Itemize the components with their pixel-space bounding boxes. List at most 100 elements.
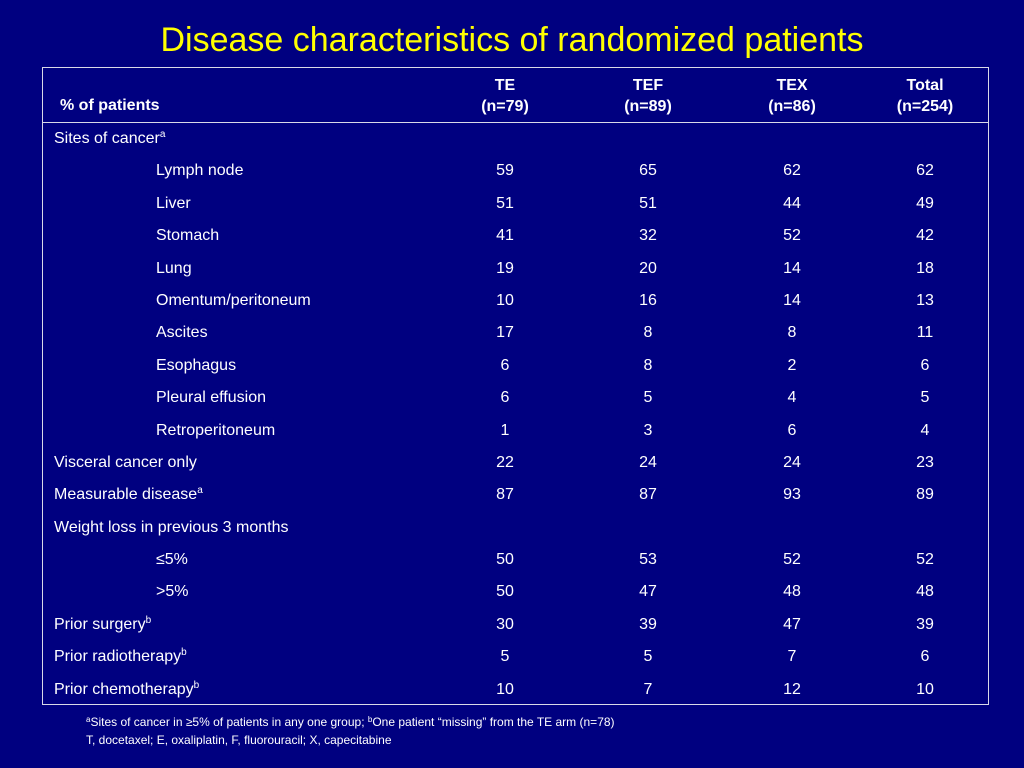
- table-cell: 8: [643, 356, 653, 374]
- table-cell: 10: [496, 680, 514, 698]
- row-label-text: Retroperitoneum: [156, 421, 276, 439]
- table-row: Sites of cancera: [43, 123, 988, 155]
- row-label: Liver: [156, 195, 191, 213]
- header-col-n: (n=254): [896, 98, 954, 115]
- table-row: Ascites 17 8 8 11: [43, 317, 988, 349]
- header-col-n: (n=89): [624, 98, 672, 115]
- table-cell: 6: [920, 356, 930, 374]
- row-label: Lymph node: [156, 162, 243, 180]
- row-label: Visceral cancer only: [54, 454, 197, 472]
- table-cell: 8: [643, 324, 653, 342]
- table-cell: 47: [639, 583, 657, 601]
- footnotes: aSites of cancer in ≥5% of patients in a…: [86, 713, 615, 749]
- table-row: Omentum/peritoneum 10 16 14 13: [43, 285, 988, 317]
- table-cell: 62: [783, 162, 801, 180]
- row-label: Esophagus: [156, 357, 236, 375]
- table-row: Lymph node 59 65 62 62: [43, 155, 988, 187]
- row-label: Prior surgeryb: [54, 615, 151, 634]
- row-label-text: Liver: [156, 194, 191, 212]
- header-col-total: Total (n=254): [865, 75, 985, 117]
- table-row: Prior chemotherapyb 10 7 12 10: [43, 674, 988, 706]
- table-cell: 44: [783, 194, 801, 212]
- header-col-name: TEX: [776, 77, 808, 94]
- table-cell: 41: [496, 227, 514, 245]
- table-cell: 93: [783, 486, 801, 504]
- table-cell: 5: [500, 648, 510, 666]
- table-cell: 5: [643, 389, 653, 407]
- footnote-marker: a: [159, 129, 166, 140]
- header-col-te: TE (n=79): [445, 75, 565, 117]
- table-row: Pleural effusion 6 5 4 5: [43, 382, 988, 414]
- data-table: % of patients TE (n=79) TEF (n=89) TEX (…: [42, 67, 989, 705]
- table-cell: 7: [787, 648, 797, 666]
- table-cell: 14: [783, 259, 801, 277]
- table-cell: 1: [500, 421, 510, 439]
- table-cell: 32: [639, 227, 657, 245]
- table-cell: 49: [916, 194, 934, 212]
- table-cell: 6: [500, 389, 510, 407]
- table-row: >5% 50 47 48 48: [43, 576, 988, 608]
- table-row: Weight loss in previous 3 months: [43, 512, 988, 544]
- row-label-text: Visceral cancer only: [54, 453, 197, 471]
- table-row: Esophagus 6 8 2 6: [43, 350, 988, 382]
- row-label: Lung: [156, 260, 192, 278]
- table-body: Sites of cancera Lymph node 59 65 62 62 Liver 5…: [43, 123, 988, 706]
- table-cell: 20: [639, 259, 657, 277]
- table-cell: 18: [916, 259, 934, 277]
- table-cell: 42: [916, 227, 934, 245]
- table-row: Liver 51 51 44 49: [43, 188, 988, 220]
- row-label-text: Lung: [156, 259, 192, 277]
- header-row-label: % of patients: [60, 97, 160, 114]
- slide-title: Disease characteristics of randomized pa…: [160, 21, 864, 59]
- table-cell: 39: [639, 615, 657, 633]
- table-cell: 2: [787, 356, 797, 374]
- row-label: Prior chemotherapyb: [54, 680, 199, 699]
- row-label: Ascites: [156, 324, 208, 342]
- footnote-line-2: T, docetaxel; E, oxaliplatin, F, fluorou…: [86, 733, 392, 747]
- table-cell: 10: [496, 291, 514, 309]
- row-label: Omentum/peritoneum: [156, 292, 311, 310]
- table-cell: 5: [920, 389, 930, 407]
- table-cell: 53: [639, 551, 657, 569]
- table-cell: 7: [643, 680, 653, 698]
- table-cell: 24: [639, 453, 657, 471]
- table-cell: 6: [920, 648, 930, 666]
- row-label-text: ≤5%: [156, 551, 188, 569]
- footnote-line-1: aSites of cancer in ≥5% of patients in a…: [86, 713, 615, 731]
- table-cell: 8: [787, 324, 797, 342]
- table-cell: 65: [639, 162, 657, 180]
- row-label: Retroperitoneum: [156, 422, 275, 440]
- row-label-text: Sites of cancer: [54, 130, 160, 147]
- row-label: Weight loss in previous 3 months: [54, 519, 288, 537]
- table-header: % of patients TE (n=79) TEF (n=89) TEX (…: [43, 68, 988, 123]
- row-label-text: Prior chemotherapy: [54, 680, 194, 698]
- table-row: Stomach 41 32 52 42: [43, 220, 988, 252]
- row-label-text: Weight loss in previous 3 months: [54, 518, 289, 536]
- row-label: Prior radiotherapyb: [54, 648, 187, 666]
- table-cell: 48: [916, 583, 934, 601]
- table-cell: 48: [783, 583, 801, 601]
- row-label: >5%: [156, 583, 188, 601]
- table-row: Prior radiotherapyb 5 5 7 6: [43, 641, 988, 673]
- footnote-marker: a: [197, 485, 203, 497]
- table-cell: 19: [496, 259, 514, 277]
- row-label: ≤5%: [156, 551, 188, 569]
- table-cell: 22: [496, 453, 514, 471]
- row-label: Measurable diseasea: [54, 486, 203, 504]
- table-cell: 3: [643, 421, 653, 439]
- table-cell: 14: [783, 291, 801, 309]
- table-cell: 52: [783, 227, 801, 245]
- table-row: Retroperitoneum 1 3 6 4: [43, 415, 988, 447]
- row-label: Pleural effusion: [156, 389, 266, 407]
- table-cell: 24: [783, 453, 801, 471]
- table-cell: 12: [783, 680, 801, 698]
- header-col-name: TE: [494, 77, 516, 94]
- table-row: Measurable diseasea 87 87 93 89: [43, 479, 988, 511]
- table-row: Visceral cancer only 22 24 24 23: [43, 447, 988, 479]
- table-cell: 16: [639, 291, 657, 309]
- table-cell: 5: [643, 648, 653, 666]
- table-cell: 11: [916, 324, 934, 342]
- table-cell: 50: [496, 583, 514, 601]
- table-cell: 50: [496, 551, 514, 569]
- row-label-text: Esophagus: [156, 356, 237, 374]
